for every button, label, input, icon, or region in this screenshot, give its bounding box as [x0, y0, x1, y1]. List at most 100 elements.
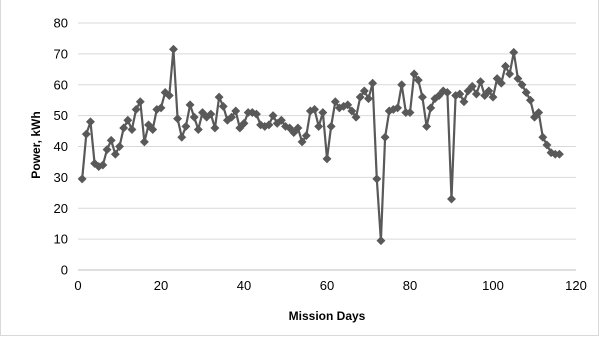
data-point-marker	[206, 109, 216, 119]
data-point-marker	[509, 47, 519, 57]
data-point-marker	[135, 97, 145, 107]
data-point-marker	[538, 132, 548, 142]
data-point-marker	[359, 86, 369, 96]
data-point-marker	[500, 61, 511, 71]
data-point-marker	[264, 120, 274, 130]
data-point-marker	[351, 112, 361, 122]
data-point-marker	[148, 124, 158, 135]
data-point-marker	[297, 137, 307, 147]
data-point-marker	[214, 92, 224, 102]
data-point-marker	[231, 106, 241, 116]
data-point-marker	[517, 80, 527, 90]
data-point-marker	[177, 132, 187, 142]
x-tick-label: 100	[482, 278, 504, 293]
y-tick-label: 50	[54, 108, 68, 123]
x-tick-label: 20	[154, 278, 168, 293]
data-point-marker	[534, 107, 544, 118]
data-point-marker	[251, 109, 262, 119]
x-tick-label: 120	[565, 278, 587, 293]
y-tick-label: 60	[54, 77, 68, 92]
data-point-marker	[98, 160, 108, 170]
data-point-marker	[363, 94, 374, 104]
y-tick-label: 0	[61, 263, 68, 278]
data-point-marker	[347, 106, 357, 116]
y-tick-label: 80	[54, 16, 68, 31]
data-point-marker	[330, 97, 340, 107]
data-point-marker	[455, 89, 465, 99]
data-point-marker	[392, 103, 403, 113]
data-point-marker	[285, 123, 295, 133]
y-tick-label: 30	[54, 170, 68, 185]
data-point-marker	[185, 100, 195, 110]
data-point-marker	[426, 103, 436, 113]
data-point-marker	[181, 121, 191, 131]
y-tick-labels: 0 10 20 30 40 50 60 70 80	[54, 16, 68, 278]
data-point-marker	[343, 100, 353, 110]
gridlines	[78, 22, 576, 240]
data-point-marker	[168, 44, 179, 54]
data-point-marker	[368, 78, 378, 88]
data-point-marker	[434, 91, 444, 101]
data-point-marker	[467, 81, 477, 91]
data-point-marker	[276, 115, 286, 125]
data-point-marker	[505, 69, 515, 79]
data-point-marker	[492, 74, 502, 84]
data-point-marker	[110, 149, 120, 159]
data-point-marker	[380, 132, 390, 142]
data-point-marker	[218, 101, 228, 111]
data-point-marker	[422, 121, 432, 131]
data-point-marker	[226, 112, 237, 122]
data-point-marker	[164, 91, 174, 101]
data-point-marker	[114, 141, 125, 152]
data-point-marker	[193, 124, 203, 135]
data-point-marker	[484, 86, 494, 96]
data-point-marker	[156, 103, 166, 113]
y-tick-label: 40	[54, 139, 68, 154]
data-point-marker	[119, 123, 129, 133]
data-point-marker	[529, 112, 540, 122]
data-point-marker	[475, 77, 486, 87]
data-point-marker	[102, 145, 112, 155]
data-point-marker	[81, 129, 91, 139]
data-point-marker	[131, 104, 141, 115]
data-point-marker	[314, 121, 324, 131]
data-point-marker	[471, 89, 481, 99]
data-point-marker	[127, 124, 137, 135]
y-tick-label: 70	[54, 46, 68, 61]
y-tick-label: 20	[54, 201, 68, 216]
x-tick-label: 80	[403, 278, 417, 293]
data-point-marker	[85, 117, 96, 127]
data-point-marker	[554, 149, 564, 159]
data-point-marker	[326, 121, 336, 131]
data-point-marker	[376, 236, 386, 246]
data-point-marker	[309, 104, 320, 115]
data-point-marker	[442, 87, 452, 98]
data-point-marker	[143, 120, 154, 130]
data-point-marker	[293, 123, 303, 133]
data-point-marker	[318, 107, 328, 118]
data-point-marker	[289, 128, 299, 138]
data-point-marker	[210, 123, 220, 133]
data-point-marker	[413, 75, 423, 85]
data-point-marker	[173, 114, 183, 124]
data-point-marker	[417, 92, 428, 102]
data-point-marker	[463, 86, 473, 96]
data-point-marker	[235, 123, 245, 133]
data-point-marker	[322, 154, 332, 164]
data-point-marker	[372, 174, 382, 184]
data-point-marker	[446, 194, 457, 204]
y-tick-label: 10	[54, 232, 68, 247]
data-point-marker	[397, 80, 407, 90]
data-point-marker	[355, 92, 365, 102]
x-tick-label: 40	[237, 278, 251, 293]
data-point-marker	[521, 87, 531, 98]
data-point-marker	[268, 111, 278, 121]
data-point-marker	[496, 78, 506, 88]
data-point-marker	[139, 137, 149, 147]
data-point-marker	[525, 95, 535, 105]
series-line	[81, 48, 560, 242]
x-tick-labels: 0 20 40 60 80 100 120	[74, 278, 586, 293]
series-power	[77, 44, 564, 246]
data-point-marker	[480, 91, 490, 101]
